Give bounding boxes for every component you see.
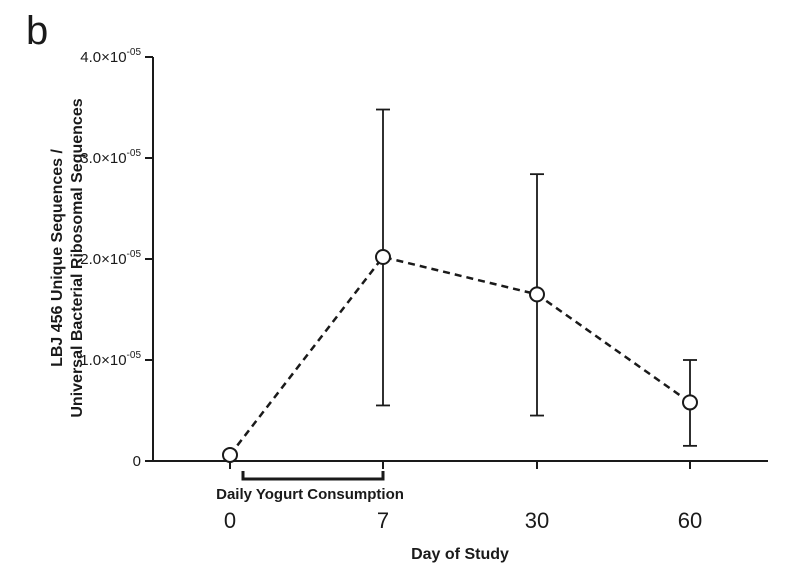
annotation-text: Daily Yogurt Consumption bbox=[216, 486, 404, 503]
annotation-group: Daily Yogurt Consumption bbox=[216, 471, 404, 503]
data-point-3 bbox=[682, 394, 698, 411]
yogurt-bracket bbox=[241, 471, 385, 481]
y-tick-label-0: 0 bbox=[133, 453, 141, 470]
x-ticks: 0 7 30 60 bbox=[224, 461, 702, 533]
x-tick-label-1: 7 bbox=[377, 508, 389, 533]
y-tick-mantissa-0: 0 bbox=[133, 453, 141, 470]
data-point-2 bbox=[529, 286, 545, 303]
y-tick-exponent-1: -05 bbox=[127, 350, 142, 361]
x-tick-label-0: 0 bbox=[224, 508, 236, 533]
y-axis-title-line-2: Universal Bacterial Ribosomal Sequences bbox=[69, 98, 86, 417]
x-tick-label-2: 30 bbox=[525, 508, 549, 533]
x-axis-title: Day of Study bbox=[411, 546, 509, 563]
y-tick-mantissa-1: 1.0×10 bbox=[80, 352, 126, 369]
y-tick-mantissa-2: 2.0×10 bbox=[80, 251, 126, 268]
y-tick-mantissa-3: 3.0×10 bbox=[80, 150, 126, 167]
panel-label: b bbox=[26, 9, 48, 53]
x-tick-label-3: 60 bbox=[678, 508, 702, 533]
y-axis-title-line-1: LBJ 456 Unique Sequences / bbox=[49, 149, 66, 367]
y-tick-exponent-2: -05 bbox=[127, 249, 142, 260]
data-markers bbox=[222, 248, 698, 463]
y-tick-mantissa-4: 4.0×10 bbox=[80, 49, 126, 66]
series-line bbox=[229, 255, 691, 456]
y-tick-label-2: 2.0×10-05 bbox=[80, 249, 141, 268]
y-tick-exponent-4: -05 bbox=[127, 47, 142, 58]
error-bars bbox=[376, 108, 697, 447]
y-tick-label-4: 4.0×10-05 bbox=[80, 47, 141, 66]
y-tick-exponent-3: -05 bbox=[127, 148, 142, 159]
y-tick-label-1: 1.0×10-05 bbox=[80, 350, 141, 369]
y-axis-title: LBJ 456 Unique Sequences / Universal Bac… bbox=[49, 98, 86, 417]
data-point-0 bbox=[222, 446, 238, 463]
y-tick-label-3: 3.0×10-05 bbox=[80, 148, 141, 167]
y-ticks: 01.0×10-052.0×10-053.0×10-054.0×10-05 bbox=[80, 47, 153, 470]
data-point-1 bbox=[375, 248, 391, 265]
